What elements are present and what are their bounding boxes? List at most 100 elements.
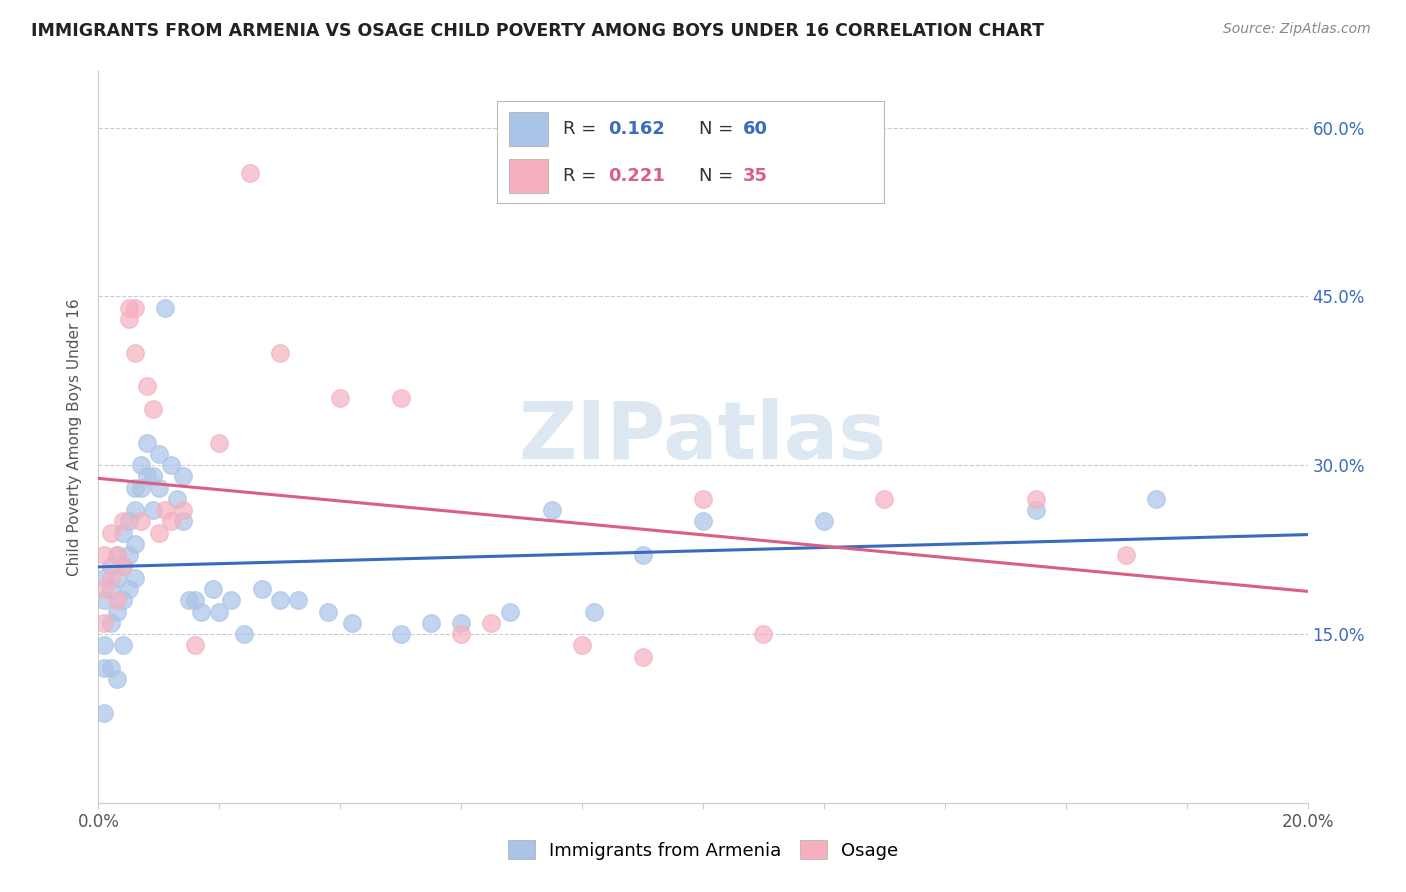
Point	[124, 503, 146, 517]
Point	[129, 515, 152, 529]
Point	[269, 593, 291, 607]
Point	[1024, 503, 1046, 517]
Point	[129, 481, 152, 495]
Point	[111, 559, 134, 574]
Point	[111, 559, 134, 574]
Point	[153, 503, 176, 517]
Y-axis label: Child Poverty Among Boys Under 16: Child Poverty Among Boys Under 16	[67, 298, 83, 576]
Point	[111, 515, 134, 529]
Point	[93, 593, 115, 607]
Point	[124, 301, 146, 315]
Point	[329, 391, 352, 405]
Point	[481, 615, 503, 630]
Point	[389, 391, 412, 405]
Point	[160, 458, 183, 473]
Point	[232, 627, 254, 641]
Point	[105, 548, 128, 562]
Point	[190, 605, 212, 619]
Point	[631, 548, 654, 562]
Point	[184, 593, 207, 607]
Point	[583, 605, 606, 619]
Point	[1024, 491, 1046, 506]
Point	[1115, 548, 1137, 562]
Point	[389, 627, 412, 641]
Point	[118, 548, 141, 562]
Point	[450, 615, 472, 630]
Text: Source: ZipAtlas.com: Source: ZipAtlas.com	[1223, 22, 1371, 37]
Point	[100, 525, 122, 540]
Point	[118, 582, 141, 596]
Point	[129, 458, 152, 473]
Point	[100, 571, 122, 585]
Point	[692, 515, 714, 529]
Point	[269, 345, 291, 359]
Point	[100, 559, 122, 574]
Point	[124, 481, 146, 495]
Point	[631, 649, 654, 664]
Point	[813, 515, 835, 529]
Point	[184, 638, 207, 652]
Point	[148, 481, 170, 495]
Point	[160, 515, 183, 529]
Point	[111, 525, 134, 540]
Point	[166, 491, 188, 506]
Point	[172, 515, 194, 529]
Point	[118, 515, 141, 529]
Point	[100, 582, 122, 596]
Point	[93, 548, 115, 562]
Point	[124, 345, 146, 359]
Point	[873, 491, 896, 506]
Point	[208, 435, 231, 450]
Point	[118, 312, 141, 326]
Point	[142, 469, 165, 483]
Point	[498, 605, 520, 619]
Point	[124, 537, 146, 551]
Point	[142, 503, 165, 517]
Point	[239, 166, 262, 180]
Point	[105, 605, 128, 619]
Point	[93, 661, 115, 675]
Point	[202, 582, 225, 596]
Point	[124, 571, 146, 585]
Point	[250, 582, 273, 596]
Point	[135, 379, 157, 393]
Point	[172, 469, 194, 483]
Point	[105, 548, 128, 562]
Point	[105, 593, 128, 607]
Point	[100, 615, 122, 630]
Point	[179, 593, 201, 607]
Point	[287, 593, 309, 607]
Text: ZIPatlas: ZIPatlas	[519, 398, 887, 476]
Point	[1144, 491, 1167, 506]
Point	[142, 401, 165, 416]
Point	[105, 672, 128, 686]
Point	[111, 638, 134, 652]
Point	[692, 491, 714, 506]
Point	[111, 593, 134, 607]
Point	[93, 706, 115, 720]
Text: IMMIGRANTS FROM ARMENIA VS OSAGE CHILD POVERTY AMONG BOYS UNDER 16 CORRELATION C: IMMIGRANTS FROM ARMENIA VS OSAGE CHILD P…	[31, 22, 1043, 40]
Point	[100, 661, 122, 675]
Point	[540, 503, 562, 517]
Point	[316, 605, 339, 619]
Point	[208, 605, 231, 619]
Point	[342, 615, 364, 630]
Point	[93, 638, 115, 652]
Legend: Immigrants from Armenia, Osage: Immigrants from Armenia, Osage	[501, 833, 905, 867]
Point	[93, 582, 115, 596]
Point	[221, 593, 243, 607]
Point	[135, 435, 157, 450]
Point	[148, 447, 170, 461]
Point	[118, 301, 141, 315]
Point	[93, 571, 115, 585]
Point	[135, 469, 157, 483]
Point	[752, 627, 775, 641]
Point	[105, 571, 128, 585]
Point	[571, 638, 593, 652]
Point	[153, 301, 176, 315]
Point	[450, 627, 472, 641]
Point	[172, 503, 194, 517]
Point	[148, 525, 170, 540]
Point	[93, 615, 115, 630]
Point	[420, 615, 443, 630]
